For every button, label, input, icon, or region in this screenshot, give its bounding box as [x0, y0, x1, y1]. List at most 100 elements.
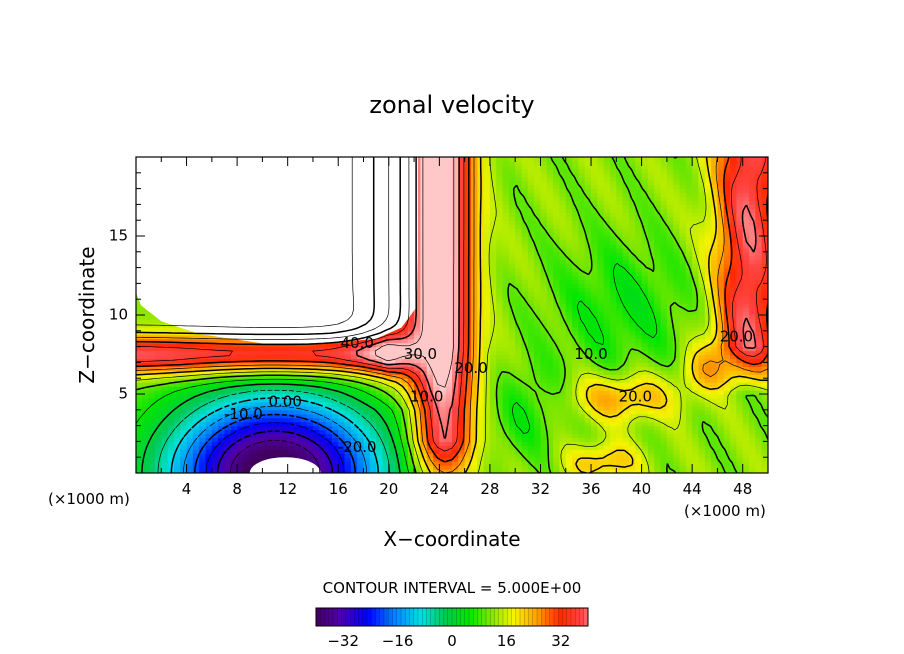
field-cell: [420, 350, 428, 356]
field-cell: [401, 390, 409, 395]
field-cell: [363, 461, 371, 466]
field-cell: [294, 362, 301, 367]
field-cell: [502, 315, 510, 320]
field-cell: [357, 358, 365, 363]
field-cell: [243, 413, 251, 419]
field-cell: [350, 358, 358, 363]
field-cell: [325, 378, 333, 383]
field-cell: [357, 437, 365, 442]
field-cell: [489, 315, 497, 320]
field-cell: [148, 334, 156, 340]
field-cell: [420, 318, 428, 324]
field-cell: [211, 417, 219, 423]
field-cell: [439, 346, 447, 352]
field-cell: [458, 267, 466, 273]
field-cell: [142, 429, 150, 435]
field-cell: [350, 433, 358, 439]
field-cell: [483, 382, 491, 387]
field-cell: [376, 425, 384, 431]
field-cell: [230, 362, 238, 367]
field-cell: [325, 382, 333, 387]
field-cell: [426, 417, 434, 423]
field-cell: [407, 457, 415, 462]
field-cell: [489, 386, 497, 391]
field-cell: [439, 366, 447, 371]
field-cell: [382, 358, 390, 363]
field-cell: [452, 168, 459, 174]
field-cell: [325, 390, 333, 395]
field-cell: [148, 465, 156, 470]
field-cell: [502, 338, 510, 344]
field-cell: [256, 370, 263, 375]
field-cell: [306, 354, 314, 360]
field-cell: [350, 378, 358, 383]
field-cell: [414, 390, 421, 395]
field-cell: [496, 334, 504, 340]
field-cell: [433, 251, 440, 257]
field-cell: [262, 409, 270, 415]
field-cell: [414, 413, 421, 419]
field-cell: [502, 449, 510, 454]
field-cell: [224, 401, 232, 407]
field-cell: [218, 465, 226, 470]
field-cell: [218, 354, 226, 360]
field-cell: [136, 307, 143, 312]
field-cell: [249, 437, 257, 442]
field-cell: [218, 370, 226, 375]
field-cell: [395, 469, 403, 473]
field-cell: [477, 425, 485, 431]
field-cell: [395, 358, 403, 363]
field-cell: [515, 409, 523, 415]
field-cell: [515, 172, 523, 178]
field-cell: [224, 461, 232, 466]
field-cell: [439, 287, 447, 292]
field-cell: [407, 394, 415, 399]
field-cell: [496, 366, 504, 371]
field-cell: [275, 390, 282, 395]
field-cell: [489, 243, 497, 249]
field-cell: [502, 216, 510, 221]
field-cell: [439, 457, 447, 462]
field-cell: [527, 354, 535, 360]
field-cell: [521, 184, 529, 190]
field-cell: [388, 457, 396, 462]
field-cell: [275, 445, 282, 450]
field-cell: [515, 311, 523, 316]
field-cell: [458, 311, 466, 316]
field-cell: [281, 437, 289, 442]
field-cell: [230, 429, 238, 435]
field-cell: [439, 350, 447, 356]
field-cell: [338, 401, 346, 407]
field-cell: [407, 374, 415, 379]
field-cell: [344, 374, 352, 379]
field-cell: [224, 354, 232, 360]
field-cell: [363, 429, 371, 435]
field-cell: [521, 453, 529, 458]
field-cell: [243, 350, 251, 356]
field-cell: [300, 346, 308, 352]
field-cell: [167, 346, 175, 352]
field-cell: [357, 441, 365, 446]
field-cell: [388, 469, 396, 473]
field-cell: [515, 453, 523, 458]
field-cell: [414, 315, 421, 320]
field-cell: [180, 350, 188, 356]
field-cell: [199, 370, 207, 375]
field-cell: [192, 437, 200, 442]
field-cell: [527, 338, 535, 344]
field-cell: [388, 330, 396, 336]
field-cell: [388, 354, 396, 360]
field-cell: [502, 378, 510, 383]
field-cell: [489, 425, 497, 431]
field-cell: [205, 445, 213, 450]
field-cell: [521, 283, 529, 288]
field-cell: [262, 433, 270, 439]
field-cell: [464, 366, 472, 371]
field-cell: [237, 433, 245, 439]
field-cell: [496, 271, 504, 277]
field-cell: [508, 180, 516, 186]
field-cell: [433, 433, 440, 439]
field-cell: [496, 311, 504, 316]
field-cell: [344, 469, 352, 473]
field-cell: [154, 318, 162, 324]
